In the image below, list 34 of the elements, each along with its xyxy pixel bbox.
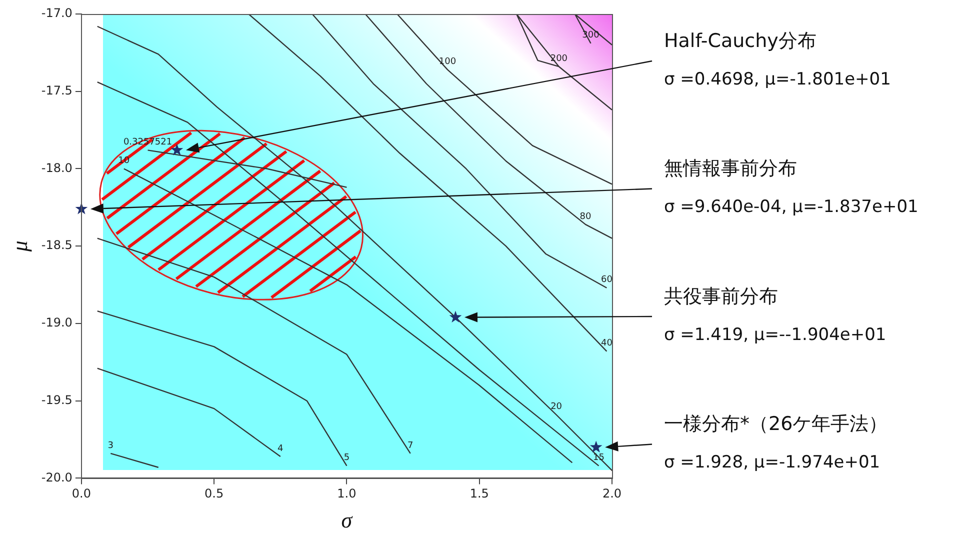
point [590,440,602,453]
series-label: 5 [344,453,350,464]
series-label: 7 [408,440,414,451]
y-axis-title: μ [6,240,32,253]
text: σ =0.4698, μ=-1.801e+01 [664,69,891,90]
y-tick-label: -18.0 [41,160,72,175]
series-label: 4 [278,444,284,454]
x-tick-label: 2.0 [602,486,622,501]
y-tick-label: -17.0 [41,6,72,20]
y-tick-label: -19.5 [41,392,72,407]
series-label: 60 [600,275,613,286]
x-tick-label: 1.0 [337,486,356,501]
y-tick-label: -19.0 [41,316,72,330]
y-tick-label: -20.0 [41,470,72,484]
series-label: 20 [550,402,562,412]
x-tick-label: 0.0 [72,486,91,501]
text: σ =9.640e-04, μ=-1.837e+01 [664,197,918,218]
text: 無情報事前分布 [664,158,797,180]
series-label: 3 [108,440,114,451]
series-label: 40 [600,338,613,349]
y-tick-label: -18.5 [41,238,72,252]
series-label: 10 [118,156,130,166]
text: σ =1.419, μ=--1.904e+01 [664,324,886,345]
text: σ =1.928, μ=-1.974e+01 [664,452,880,473]
point [449,310,462,323]
text: 一様分布*（26ケ年手法） [664,413,888,436]
x-tick-label: 0.5 [204,486,224,501]
series-label: 80 [580,212,592,222]
text: 共役事前分布 [664,285,778,308]
x-axis-title: σ [341,508,354,533]
text: Half-Cauchy分布 [664,30,816,52]
y-tick-label: -17.5 [41,83,72,98]
x-tick-label: 1.5 [470,486,489,501]
point [170,144,184,156]
